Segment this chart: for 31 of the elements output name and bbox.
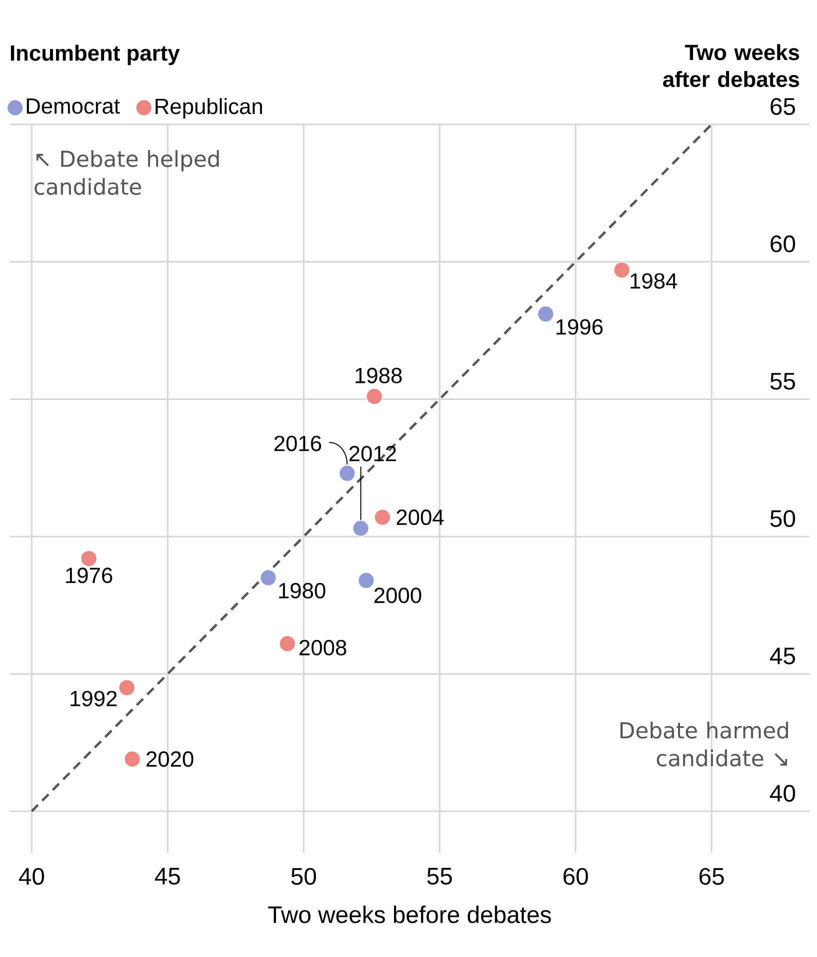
y-tick-label: 55 <box>770 373 795 390</box>
y-tick-label: 40 <box>770 784 795 802</box>
y-tick-label: 50 <box>770 510 795 528</box>
annotation: 2000 <box>374 588 421 604</box>
annotation: 2008 <box>299 640 346 656</box>
annotation: 2004 <box>396 510 444 526</box>
annotation: 2020 <box>146 751 194 767</box>
annotation: 1992 <box>70 690 116 706</box>
y-tick-label: 60 <box>770 235 795 252</box>
x-tick-label: 50 <box>291 868 316 885</box>
x-tick-label: 40 <box>18 868 44 885</box>
annotation: 2016 <box>274 436 321 452</box>
y-axis-title: Two weeks after debates <box>662 44 799 88</box>
x-axis-title: Two weeks before debates <box>268 906 551 924</box>
legend-title: Incumbent party <box>10 44 180 66</box>
annotation: 1996 <box>556 319 602 335</box>
annotation: 2012 <box>349 446 396 462</box>
annotation: 1988 <box>355 368 402 384</box>
y-tick-label: 45 <box>770 648 795 664</box>
annotation: ↖ Debate helped candidate <box>34 150 219 195</box>
annotation: 1984 <box>630 273 677 289</box>
x-tick-label: 60 <box>563 868 588 885</box>
x-tick-label: 65 <box>699 868 724 885</box>
annotation: 1976 <box>66 568 112 584</box>
y-tick-label: 65 <box>770 98 795 115</box>
legend-label: Republican <box>155 98 262 119</box>
x-tick-label: 55 <box>427 868 452 885</box>
annotation: Debate harmed candidate ↘ <box>620 722 788 766</box>
legend-label: Democrat <box>26 98 120 114</box>
annotation: 1980 <box>278 582 326 598</box>
x-tick-label: 45 <box>154 868 180 885</box>
